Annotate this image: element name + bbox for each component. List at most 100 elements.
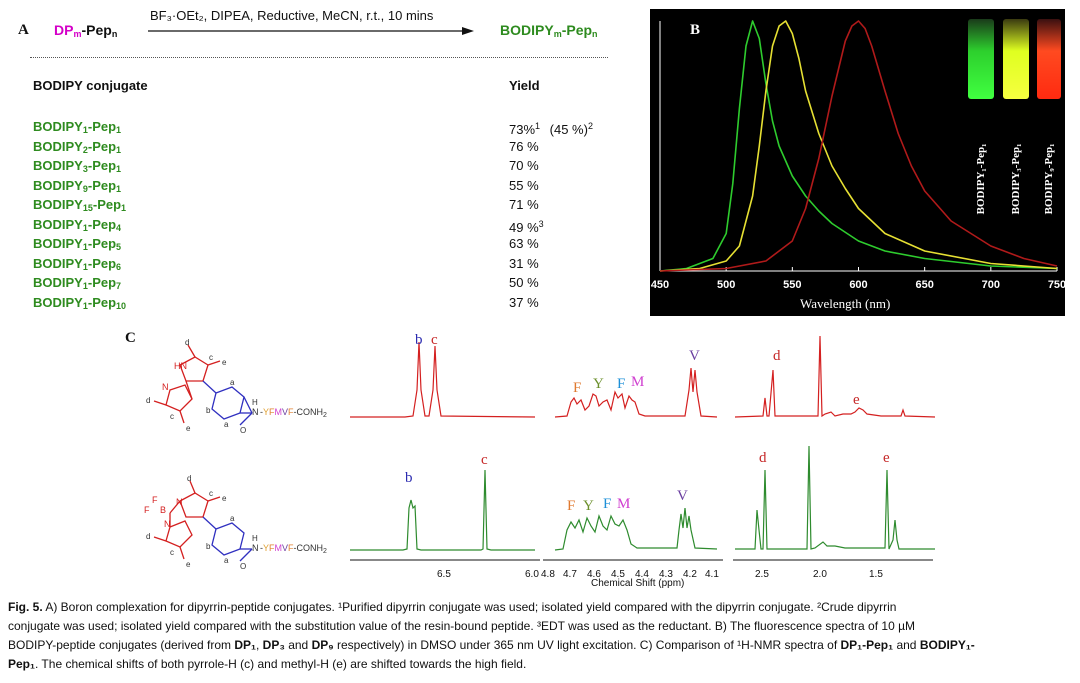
table-row: BODIPY9-Pep1 55 % [33, 176, 603, 196]
svg-text:e: e [222, 358, 227, 367]
row-conjugate: BODIPY15-Pep1 [33, 197, 127, 213]
svg-text:d: d [146, 396, 150, 405]
svg-text:c: c [209, 353, 213, 362]
x-tick-label: 750 [1048, 279, 1065, 291]
svg-text:c: c [209, 489, 213, 498]
svg-text:b: b [206, 542, 211, 551]
row-conjugate: BODIPY1-Pep1 [33, 119, 122, 135]
panel-c-letter: C [125, 330, 136, 346]
table-header-yield: Yield [509, 78, 540, 93]
tick-4-2: 4.2 [683, 569, 697, 580]
svg-text:d: d [187, 474, 191, 483]
series-line-2 [659, 20, 1058, 272]
tick-4-1: 4.1 [705, 569, 719, 580]
svg-text:e: e [186, 560, 191, 569]
fluorescence-chart: 450 500 550 600 650 700 750 [651, 20, 1065, 291]
svg-text:F: F [144, 505, 150, 515]
tick-2-0: 2.0 [813, 569, 827, 580]
label-Y-bottom: Y [583, 498, 594, 514]
row-conjugate: BODIPY1-Pep7 [33, 275, 122, 291]
svg-text:a: a [230, 514, 235, 523]
table-row: BODIPY1-Pep10 37 % [33, 293, 603, 313]
svg-text:a: a [230, 378, 235, 387]
svg-text:a: a [224, 420, 229, 429]
svg-text:HN: HN [174, 361, 187, 371]
row-yield: 37 % [509, 294, 539, 310]
row-yield: 73%1 (45 %)2 [509, 121, 593, 137]
row-yield: 70 % [509, 158, 539, 173]
svg-text:H: H [252, 398, 258, 407]
tick-4-7: 4.7 [563, 569, 577, 580]
row-yield: 55 % [509, 177, 539, 193]
x-tick-label: 500 [717, 279, 735, 291]
svg-text:O: O [240, 426, 246, 435]
label-c-bottom: c [481, 452, 488, 468]
table-row: BODIPY1-Pep6 31 % [33, 254, 603, 274]
label-F-bottom: F [567, 498, 575, 514]
label-M-top: M [631, 374, 644, 390]
structure-dp1-pep1: HN N d c e d c e a b a O H N -YFMVF-CONH… [146, 338, 327, 435]
label-e-top: e [853, 392, 860, 408]
x-tick-label: 600 [849, 279, 867, 291]
nmr-bottom-aromatic [350, 469, 535, 551]
svg-text:N: N [162, 382, 169, 392]
nh-label-1: N [252, 407, 259, 417]
label-M-bottom: M [617, 496, 630, 512]
svg-text:e: e [186, 424, 191, 433]
table-row: BODIPY1-Pep7 50 % [33, 273, 603, 293]
label-d-bottom: d [759, 450, 767, 466]
label-Y-top: Y [593, 376, 604, 392]
caption-line-3: BODIPY-peptide conjugates (derived from … [8, 638, 975, 652]
svg-text:e: e [222, 494, 227, 503]
svg-text:N: N [176, 497, 183, 507]
label-V-bottom: V [677, 488, 688, 504]
tick-6-5: 6.5 [437, 569, 451, 580]
svg-text:O: O [240, 562, 246, 571]
row-yield: 76 % [509, 138, 539, 154]
caption-line-2: conjugate was used; isolated yield compa… [8, 619, 915, 633]
caption-line-4: Pep₁. The chemical shifts of both pyrrol… [8, 657, 527, 671]
label-b-top: b [415, 332, 423, 348]
label-c-top: c [431, 332, 438, 348]
row-yield: 71 % [509, 197, 539, 212]
svg-text:H: H [252, 534, 258, 543]
table-divider [30, 57, 608, 58]
vial-label-3: BODIPY₉-Pep₁ [1043, 143, 1055, 215]
vial-label-1: BODIPY₁-Pep₁ [975, 143, 987, 215]
svg-text:d: d [185, 338, 189, 347]
nmr-xlabel: Chemical Shift (ppm) [591, 578, 684, 589]
row-yield: 63 % [509, 236, 539, 251]
svg-text:c: c [170, 548, 174, 557]
peptide-seq-1: -YFMVF-CONH2 [260, 407, 327, 419]
caption-fig-label: Fig. 5. [8, 600, 43, 614]
row-yield: 50 % [509, 275, 539, 290]
vial-3 [1037, 19, 1061, 99]
svg-text:d: d [146, 532, 150, 541]
fluorescence-xlabel: Wavelength (nm) [800, 296, 891, 311]
vial-label-2: BODIPY₃-Pep₁ [1010, 143, 1022, 215]
label-V-top: V [689, 348, 700, 364]
row-conjugate: BODIPY1-Pep6 [33, 255, 122, 272]
nmr-top-alkyl [734, 335, 935, 418]
row-yield: 31 % [509, 255, 539, 271]
tick-4-5: 4.5 [611, 569, 625, 580]
nmr-bottom-alpha [554, 507, 718, 551]
label-b-bottom: b [405, 470, 413, 486]
table-row: BODIPY15-Pep1 71 % [33, 195, 603, 215]
svg-text:B: B [160, 505, 166, 515]
x-tick-label: 650 [915, 279, 933, 291]
tick-4-6: 4.6 [587, 569, 601, 580]
row-conjugate: BODIPY3-Pep1 [33, 158, 122, 174]
label-F2-bottom: F [603, 496, 611, 512]
nh-label-2: N [252, 543, 259, 553]
tick-2-5: 2.5 [755, 569, 769, 580]
row-conjugate: BODIPY1-Pep10 [33, 294, 127, 311]
reaction-conditions: BF₃·OEt₂, DIPEA, Reductive, MeCN, r.t., … [150, 8, 434, 23]
nmr-spectra: b c F Y F M V d e b c F Y F M V d e 6.5 … [350, 332, 935, 589]
table-header-conjugate: BODIPY conjugate [33, 78, 148, 93]
caption-line-1: A) Boron complexation for dipyrrin-pepti… [42, 600, 897, 614]
tick-1-5: 1.5 [869, 569, 883, 580]
row-conjugate: BODIPY1-Pep4 [33, 216, 122, 233]
nmr-top-alpha [554, 367, 718, 418]
row-conjugate: BODIPY1-Pep5 [33, 236, 122, 252]
